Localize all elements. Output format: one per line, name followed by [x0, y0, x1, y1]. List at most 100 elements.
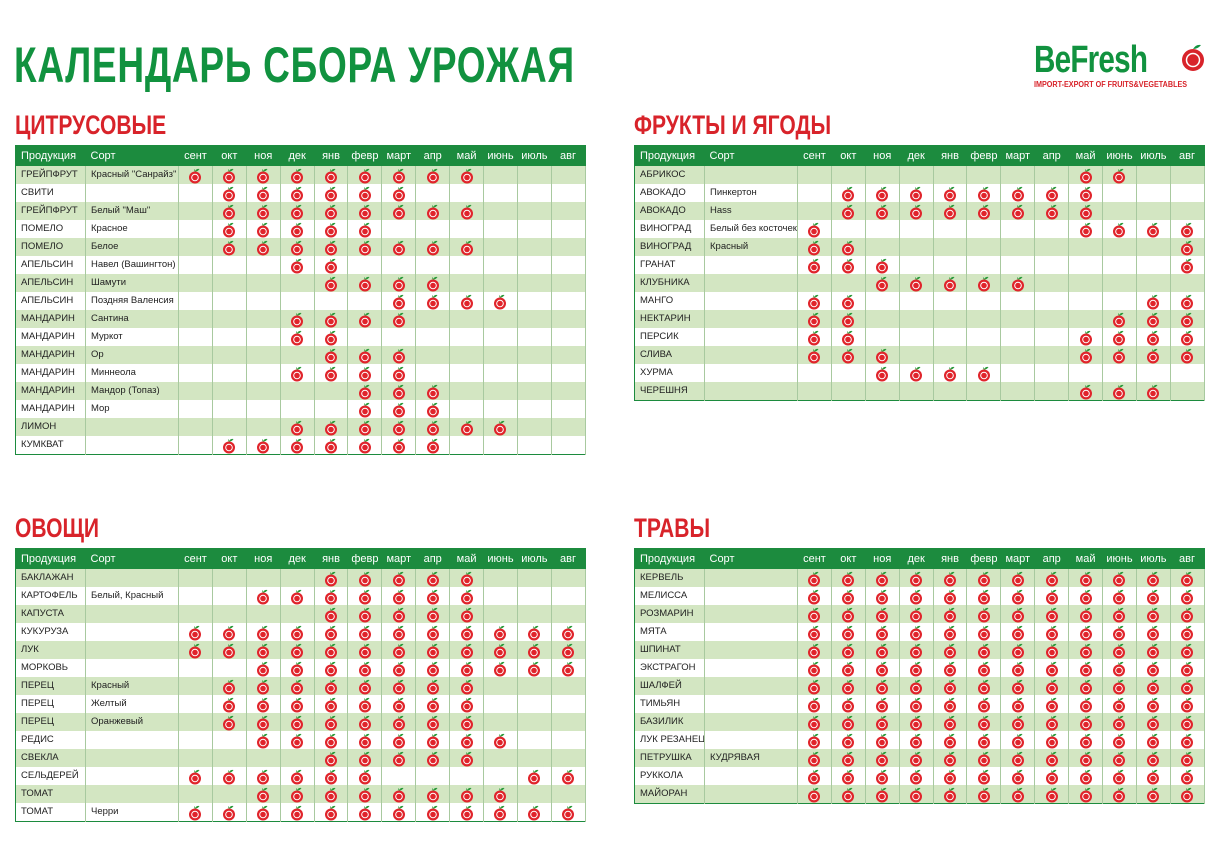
column-header: Сорт	[85, 145, 179, 166]
harvest-mark	[494, 625, 507, 640]
month-cell	[415, 400, 451, 418]
month-cell	[551, 292, 586, 310]
month-cell	[449, 382, 485, 400]
product: ЭКСТРАГОН	[634, 659, 705, 677]
harvest-mark	[426, 420, 439, 435]
month-cell	[1102, 328, 1137, 346]
month-cell	[1136, 587, 1171, 605]
harvest-mark	[358, 204, 371, 219]
variety	[85, 659, 179, 677]
harvest-mark	[223, 204, 236, 219]
month-cell	[551, 202, 586, 220]
month-cell	[314, 202, 349, 220]
month-cell	[797, 731, 832, 749]
month-cell	[381, 400, 417, 418]
month-cell	[280, 274, 315, 292]
column-header: дек	[899, 548, 934, 569]
month-cell	[449, 677, 485, 695]
month-cell	[1170, 659, 1205, 677]
month-cell	[415, 256, 451, 274]
month-cell	[966, 623, 1002, 641]
month-cell	[899, 731, 934, 749]
month-cell	[551, 418, 586, 436]
month-cell	[1102, 238, 1137, 256]
harvest-mark	[1181, 715, 1194, 730]
month-cell	[483, 803, 518, 822]
harvest-mark	[808, 787, 821, 802]
harvest-mark	[223, 805, 236, 820]
harvest-mark	[944, 625, 956, 640]
variety	[704, 605, 798, 623]
harvest-mark	[460, 420, 473, 435]
column-header: Продукция	[634, 145, 705, 166]
month-cell	[415, 310, 451, 328]
month-cell	[1102, 382, 1137, 401]
month-cell	[449, 749, 485, 767]
harvest-mark	[1113, 312, 1126, 327]
month-cell	[415, 731, 451, 749]
harvest-mark	[808, 330, 821, 345]
harvest-mark	[944, 751, 956, 766]
month-cell	[899, 587, 934, 605]
column-header: февр	[347, 145, 382, 166]
month-cell	[381, 166, 417, 184]
month-cell	[280, 310, 315, 328]
month-cell	[1000, 677, 1036, 695]
harvest-mark	[291, 312, 304, 327]
table-row: МАНДАРИН Сантина	[15, 310, 586, 328]
month-cell	[966, 731, 1002, 749]
month-cell	[449, 274, 485, 292]
month-cell	[347, 256, 383, 274]
harvest-mark	[426, 607, 439, 622]
month-cell	[797, 785, 832, 804]
harvest-mark	[291, 625, 304, 640]
harvest-mark	[1181, 222, 1194, 237]
harvest-mark	[1147, 661, 1160, 676]
month-cell	[381, 749, 417, 767]
harvest-mark	[1181, 571, 1194, 586]
month-cell	[1034, 364, 1070, 382]
month-cell	[1034, 292, 1070, 310]
harvest-mark	[1113, 348, 1126, 363]
month-cell	[1034, 220, 1070, 238]
month-cell	[933, 767, 968, 785]
harvest-mark	[1147, 607, 1160, 622]
month-cell	[1170, 749, 1205, 767]
month-cell	[212, 256, 247, 274]
harvest-mark	[257, 787, 270, 802]
month-cell	[966, 220, 1002, 238]
month-cell	[551, 569, 586, 587]
harvest-mark	[426, 168, 439, 183]
variety	[85, 436, 179, 455]
month-cell	[831, 292, 866, 310]
month-cell	[797, 238, 832, 256]
month-cell	[831, 659, 866, 677]
month-cell	[449, 569, 485, 587]
harvest-mark	[842, 240, 855, 255]
month-cell	[551, 695, 586, 713]
month-cell	[517, 328, 552, 346]
month-cell	[831, 569, 866, 587]
month-cell	[797, 605, 832, 623]
month-cell	[1034, 605, 1070, 623]
month-cell	[246, 418, 281, 436]
column-header: июнь	[483, 145, 518, 166]
month-cell	[314, 184, 349, 202]
product: СЕЛЬДЕРЕЙ	[15, 767, 86, 785]
variety: Оранжевый	[85, 713, 179, 731]
month-cell	[246, 382, 281, 400]
harvest-mark	[358, 571, 371, 586]
harvest-mark	[1045, 733, 1058, 748]
month-cell	[347, 274, 383, 292]
month-cell	[483, 641, 518, 659]
harvest-mark	[460, 805, 473, 820]
month-cell	[212, 418, 247, 436]
column-header: июль	[517, 548, 552, 569]
harvest-mark	[808, 348, 821, 363]
month-cell	[280, 346, 315, 364]
harvest-mark	[325, 312, 337, 327]
harvest-mark	[460, 751, 473, 766]
month-cell	[347, 659, 383, 677]
harvest-mark	[1147, 589, 1160, 604]
table-row: МАНГО	[634, 292, 1205, 310]
